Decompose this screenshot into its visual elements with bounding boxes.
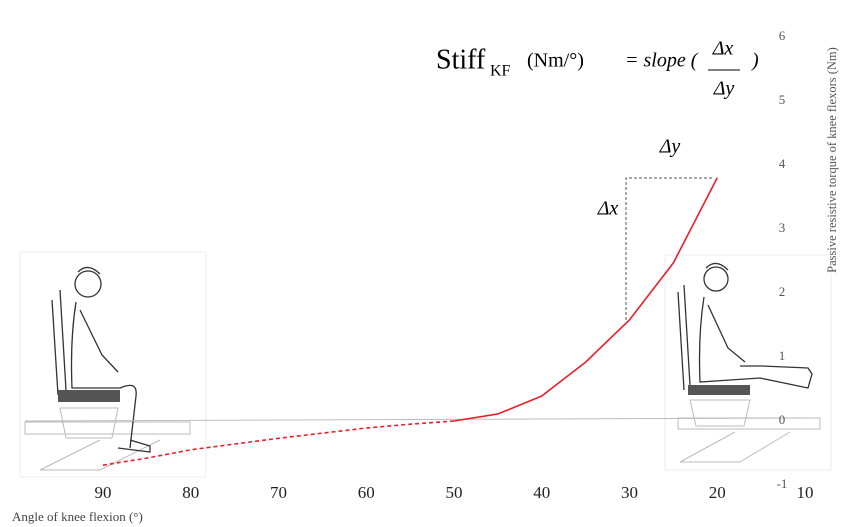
x-tick-label: 10 xyxy=(797,483,814,502)
y-tick-label: 3 xyxy=(779,220,786,235)
formula-stiff: Stiff xyxy=(436,44,486,75)
dy-annotation: Δy xyxy=(659,136,681,158)
y-tick-label: 6 xyxy=(779,28,786,43)
torque-curve xyxy=(102,420,455,466)
formula-subscript: KF xyxy=(490,63,511,80)
zero-line xyxy=(24,417,811,422)
formula-denominator: Δy xyxy=(713,78,735,100)
dx-annotation: Δx xyxy=(597,198,619,220)
x-tick-label: 90 xyxy=(95,483,112,502)
formula-unit: (Nm/°) xyxy=(527,50,584,72)
y-tick-label: 4 xyxy=(779,156,786,171)
x-tick-label: 50 xyxy=(446,483,463,502)
formula-numerator: Δx xyxy=(712,38,734,60)
seated-figure-extended xyxy=(664,254,832,471)
torque-curve xyxy=(453,177,718,422)
x-tick-label: 30 xyxy=(621,483,638,502)
seated-figure-flexed xyxy=(19,251,207,478)
slope-triangle xyxy=(625,177,714,320)
y-tick-label: 2 xyxy=(779,284,786,299)
y-tick-label: 5 xyxy=(779,92,786,107)
x-tick-label: 20 xyxy=(709,483,726,502)
formula-equals: = slope ( xyxy=(625,50,699,72)
x-tick-label: 60 xyxy=(358,483,375,502)
x-tick-label: 80 xyxy=(182,483,199,502)
formula-close: ) xyxy=(751,50,759,72)
y-tick-label: -1 xyxy=(777,476,788,491)
y-tick-label: 1 xyxy=(779,348,786,363)
x-tick-label: 70 xyxy=(270,483,287,502)
y-axis-label: Passive resistive torque of knee flexors… xyxy=(825,47,839,273)
x-axis-label: Angle of knee flexion (°) xyxy=(12,509,143,524)
x-tick-label: 40 xyxy=(533,483,550,502)
y-tick-label: 0 xyxy=(779,412,786,427)
